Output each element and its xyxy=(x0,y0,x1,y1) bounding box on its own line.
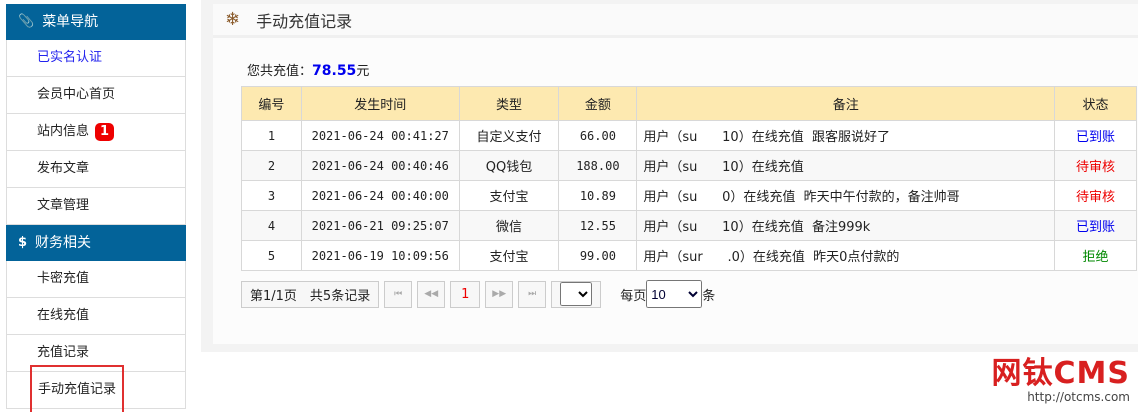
sidebar-item-label: 充值记录 xyxy=(37,345,90,360)
total-recharge: 您共充值：78.55元 xyxy=(247,60,369,79)
per-page-select[interactable]: 10 xyxy=(646,280,703,308)
sidebar-item[interactable]: 已实名认证 xyxy=(6,40,186,77)
prev-page-button[interactable]: ◀◀ xyxy=(417,280,446,308)
cell-time: 2021-06-19 10:09:56 xyxy=(300,240,460,271)
cell-amount: 12.55 xyxy=(558,210,638,241)
watermark-url: http://otcms.com xyxy=(1027,390,1130,404)
cell-status: 待审核 xyxy=(1054,180,1137,211)
cell-note: 用户（sur .0）在线充值 昨天0点付款的 xyxy=(636,240,1056,271)
section-title: 财务相关 xyxy=(35,235,92,251)
watermark-logo: 网钛CMS xyxy=(991,356,1130,391)
snowflake-icon: ❄ xyxy=(225,9,241,30)
sidebar-item[interactable]: 手动充值记录 xyxy=(6,365,186,412)
cell-note: 用户（su 0）在线充值 昨天中午付款的，备注帅哥 xyxy=(636,180,1056,211)
cell-type: 微信 xyxy=(458,210,560,241)
cell-time: 2021-06-24 00:40:46 xyxy=(300,150,460,181)
sidebar-item-label: 已实名认证 xyxy=(37,50,103,65)
column-header: 编号 xyxy=(241,86,302,121)
sidebar-item-label: 发布文章 xyxy=(37,161,90,176)
cell-time: 2021-06-24 00:40:00 xyxy=(300,180,460,211)
sidebar-item-label: 站内信息 xyxy=(37,124,90,139)
page-jump-box xyxy=(551,280,602,308)
recharge-table: 编号 发生时间 类型 金额 备注 状态 1 2021-06-24 00:41:27 自定义支付… xyxy=(241,86,1137,271)
sidebar-item[interactable]: 发布文章 xyxy=(6,151,186,188)
cell-time: 2021-06-24 00:41:27 xyxy=(300,120,460,151)
page-title: 手动充值记录 xyxy=(256,11,353,31)
sidebar: 📎 菜单导航已实名认证会员中心首页 站内信息 1 发布文章文章管理 $ 财务相关卡密充值在线… xyxy=(6,4,186,412)
cell-type: 自定义支付 xyxy=(458,120,560,151)
total-unit: 元 xyxy=(356,64,370,79)
cell-note: 用户（su 10）在线充值 备注999k xyxy=(636,210,1056,241)
table-row: 4 2021-06-21 09:25:07 微信 12.55 用户（su 10）在线充值… xyxy=(241,210,1137,241)
per-page-unit: 条 xyxy=(702,288,716,304)
table-row: 1 2021-06-24 00:41:27 自定义支付 66.00 用户（su 10）在… xyxy=(241,120,1137,151)
sidebar-item-label: 手动充值记录 xyxy=(29,365,125,412)
column-header: 备注 xyxy=(636,86,1056,121)
main-content: ❄ 手动充值记录 您共充值：78.55元 编号 发生时间 类型 金额 备注 状态 1 202… xyxy=(201,0,1138,352)
cell-amount: 188.00 xyxy=(558,150,638,181)
total-label: 您共充值： xyxy=(247,64,313,79)
cell-status: 拒绝 xyxy=(1054,240,1137,271)
cell-note: 用户（su 10）在线充值 xyxy=(636,150,1056,181)
pagination: 第1/1页 共5条记录 ⏮ ◀◀ 1 ▶▶ ⏭ 每页 10 条 xyxy=(241,280,715,308)
cell-id: 2 xyxy=(241,150,302,181)
per-page-label: 每页 xyxy=(620,288,647,304)
cell-amount: 10.89 xyxy=(558,180,638,211)
cell-id: 1 xyxy=(241,120,302,151)
sidebar-item-label: 会员中心首页 xyxy=(37,87,116,102)
sidebar-item-label: 文章管理 xyxy=(37,198,90,213)
cell-type: QQ钱包 xyxy=(458,150,560,181)
sidebar-section-header: $ 财务相关 xyxy=(6,225,186,261)
sidebar-item[interactable]: 充值记录 xyxy=(6,335,186,372)
cell-status: 已到账 xyxy=(1054,210,1137,241)
cell-type: 支付宝 xyxy=(458,240,560,271)
next-page-button[interactable]: ▶▶ xyxy=(485,280,514,308)
column-header: 状态 xyxy=(1054,86,1137,121)
cell-amount: 66.00 xyxy=(558,120,638,151)
sidebar-item-label: 在线充值 xyxy=(37,308,90,323)
cell-id: 4 xyxy=(241,210,302,241)
paperclip-icon: 📎 xyxy=(18,14,35,29)
unread-badge: 1 xyxy=(95,123,115,141)
total-value: 78.55 xyxy=(312,63,357,79)
sidebar-item[interactable]: 会员中心首页 xyxy=(6,77,186,114)
page-info: 第1/1页 共5条记录 xyxy=(241,280,380,308)
cell-amount: 99.00 xyxy=(558,240,638,271)
dollar-icon: $ xyxy=(18,235,28,250)
section-title: 菜单导航 xyxy=(42,14,99,30)
sidebar-item[interactable]: 文章管理 xyxy=(6,188,186,225)
cell-status: 待审核 xyxy=(1054,150,1137,181)
first-page-button[interactable]: ⏮ xyxy=(384,280,413,308)
cell-time: 2021-06-21 09:25:07 xyxy=(300,210,460,241)
table-row: 5 2021-06-19 10:09:56 支付宝 99.00 用户（sur .0）在线… xyxy=(241,240,1137,271)
last-page-button[interactable]: ⏭ xyxy=(518,280,547,308)
cell-note: 用户（su 10）在线充值 跟客服说好了 xyxy=(636,120,1056,151)
cell-type: 支付宝 xyxy=(458,180,560,211)
page-jump-select[interactable] xyxy=(560,282,593,306)
column-header: 发生时间 xyxy=(300,86,460,121)
cell-id: 5 xyxy=(241,240,302,271)
page-1-button[interactable]: 1 xyxy=(450,280,481,308)
cell-id: 3 xyxy=(241,180,302,211)
table-row: 2 2021-06-24 00:40:46 QQ钱包 188.00 用户（su 10）在… xyxy=(241,150,1137,181)
sidebar-item[interactable]: 卡密充值 xyxy=(6,261,186,298)
page-header: ❄ 手动充值记录 xyxy=(213,4,1138,38)
column-header: 类型 xyxy=(458,86,560,121)
table-row: 3 2021-06-24 00:40:00 支付宝 10.89 用户（su 0）在线充值… xyxy=(241,180,1137,211)
sidebar-item-label: 卡密充值 xyxy=(37,271,90,286)
watermark: 网钛CMS http://otcms.com xyxy=(992,348,1130,404)
sidebar-item[interactable]: 在线充值 xyxy=(6,298,186,335)
cell-status: 已到账 xyxy=(1054,120,1137,151)
sidebar-section-header: 📎 菜单导航 xyxy=(6,4,186,40)
sidebar-item[interactable]: 站内信息 1 xyxy=(6,114,186,151)
column-header: 金额 xyxy=(558,86,638,121)
